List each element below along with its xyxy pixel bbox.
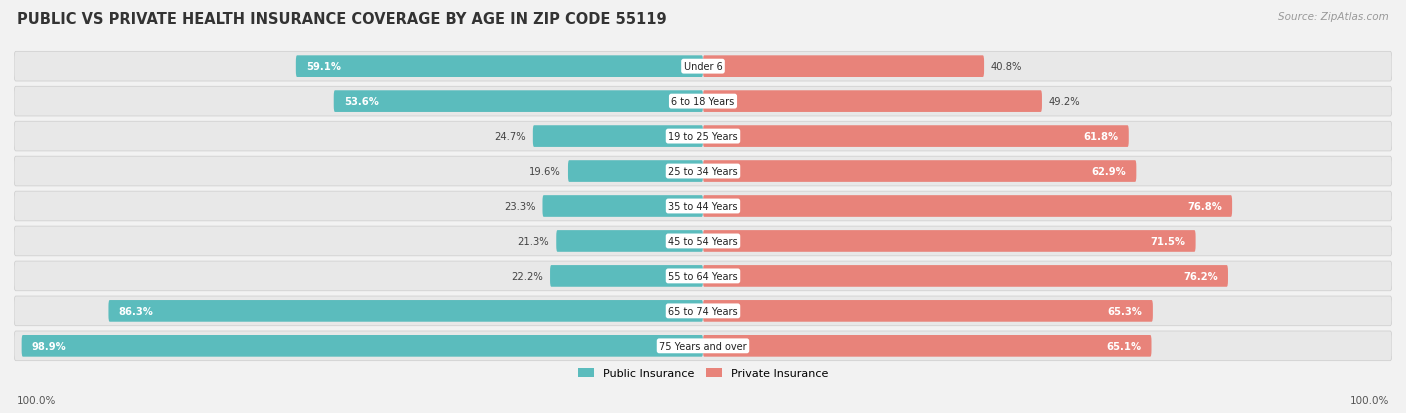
Text: 21.3%: 21.3%: [517, 236, 550, 247]
Text: 59.1%: 59.1%: [307, 62, 342, 72]
Text: 61.8%: 61.8%: [1083, 132, 1118, 142]
Text: Under 6: Under 6: [683, 62, 723, 72]
Text: 71.5%: 71.5%: [1150, 236, 1185, 247]
FancyBboxPatch shape: [568, 161, 703, 183]
Text: 35 to 44 Years: 35 to 44 Years: [668, 202, 738, 211]
FancyBboxPatch shape: [550, 266, 703, 287]
FancyBboxPatch shape: [703, 126, 1129, 147]
FancyBboxPatch shape: [14, 331, 1392, 361]
Text: 62.9%: 62.9%: [1091, 166, 1126, 177]
FancyBboxPatch shape: [703, 161, 1136, 183]
Text: 76.2%: 76.2%: [1182, 271, 1218, 281]
FancyBboxPatch shape: [14, 227, 1392, 256]
Legend: Public Insurance, Private Insurance: Public Insurance, Private Insurance: [574, 364, 832, 383]
FancyBboxPatch shape: [14, 192, 1392, 221]
FancyBboxPatch shape: [557, 230, 703, 252]
Text: 65.1%: 65.1%: [1107, 341, 1142, 351]
Text: 19.6%: 19.6%: [529, 166, 561, 177]
Text: 45 to 54 Years: 45 to 54 Years: [668, 236, 738, 247]
Text: 55 to 64 Years: 55 to 64 Years: [668, 271, 738, 281]
FancyBboxPatch shape: [703, 335, 1152, 357]
FancyBboxPatch shape: [14, 296, 1392, 326]
FancyBboxPatch shape: [14, 122, 1392, 152]
Text: 76.8%: 76.8%: [1187, 202, 1222, 211]
Text: 24.7%: 24.7%: [495, 132, 526, 142]
Text: 98.9%: 98.9%: [32, 341, 66, 351]
FancyBboxPatch shape: [703, 56, 984, 78]
Text: 23.3%: 23.3%: [505, 202, 536, 211]
Text: 22.2%: 22.2%: [512, 271, 543, 281]
FancyBboxPatch shape: [21, 335, 703, 357]
Text: PUBLIC VS PRIVATE HEALTH INSURANCE COVERAGE BY AGE IN ZIP CODE 55119: PUBLIC VS PRIVATE HEALTH INSURANCE COVER…: [17, 12, 666, 27]
Text: 49.2%: 49.2%: [1049, 97, 1080, 107]
Text: 75 Years and over: 75 Years and over: [659, 341, 747, 351]
FancyBboxPatch shape: [703, 230, 1195, 252]
Text: 100.0%: 100.0%: [17, 395, 56, 405]
FancyBboxPatch shape: [333, 91, 703, 113]
FancyBboxPatch shape: [295, 56, 703, 78]
Text: Source: ZipAtlas.com: Source: ZipAtlas.com: [1278, 12, 1389, 22]
FancyBboxPatch shape: [14, 157, 1392, 186]
FancyBboxPatch shape: [703, 300, 1153, 322]
Text: 86.3%: 86.3%: [118, 306, 153, 316]
FancyBboxPatch shape: [703, 196, 1232, 217]
FancyBboxPatch shape: [14, 52, 1392, 82]
FancyBboxPatch shape: [703, 266, 1227, 287]
Text: 6 to 18 Years: 6 to 18 Years: [672, 97, 734, 107]
Text: 25 to 34 Years: 25 to 34 Years: [668, 166, 738, 177]
Text: 19 to 25 Years: 19 to 25 Years: [668, 132, 738, 142]
Text: 65.3%: 65.3%: [1108, 306, 1143, 316]
FancyBboxPatch shape: [14, 87, 1392, 117]
Text: 40.8%: 40.8%: [991, 62, 1022, 72]
FancyBboxPatch shape: [108, 300, 703, 322]
FancyBboxPatch shape: [533, 126, 703, 147]
FancyBboxPatch shape: [543, 196, 703, 217]
FancyBboxPatch shape: [14, 261, 1392, 291]
Text: 100.0%: 100.0%: [1350, 395, 1389, 405]
Text: 53.6%: 53.6%: [344, 97, 380, 107]
FancyBboxPatch shape: [703, 91, 1042, 113]
Text: 65 to 74 Years: 65 to 74 Years: [668, 306, 738, 316]
